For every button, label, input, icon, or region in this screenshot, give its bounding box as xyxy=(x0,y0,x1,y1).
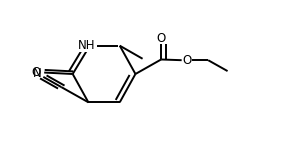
Text: O: O xyxy=(156,32,166,45)
Text: N: N xyxy=(32,67,41,80)
Text: O: O xyxy=(182,54,192,67)
Text: O: O xyxy=(31,66,40,79)
Text: NH: NH xyxy=(78,39,96,52)
